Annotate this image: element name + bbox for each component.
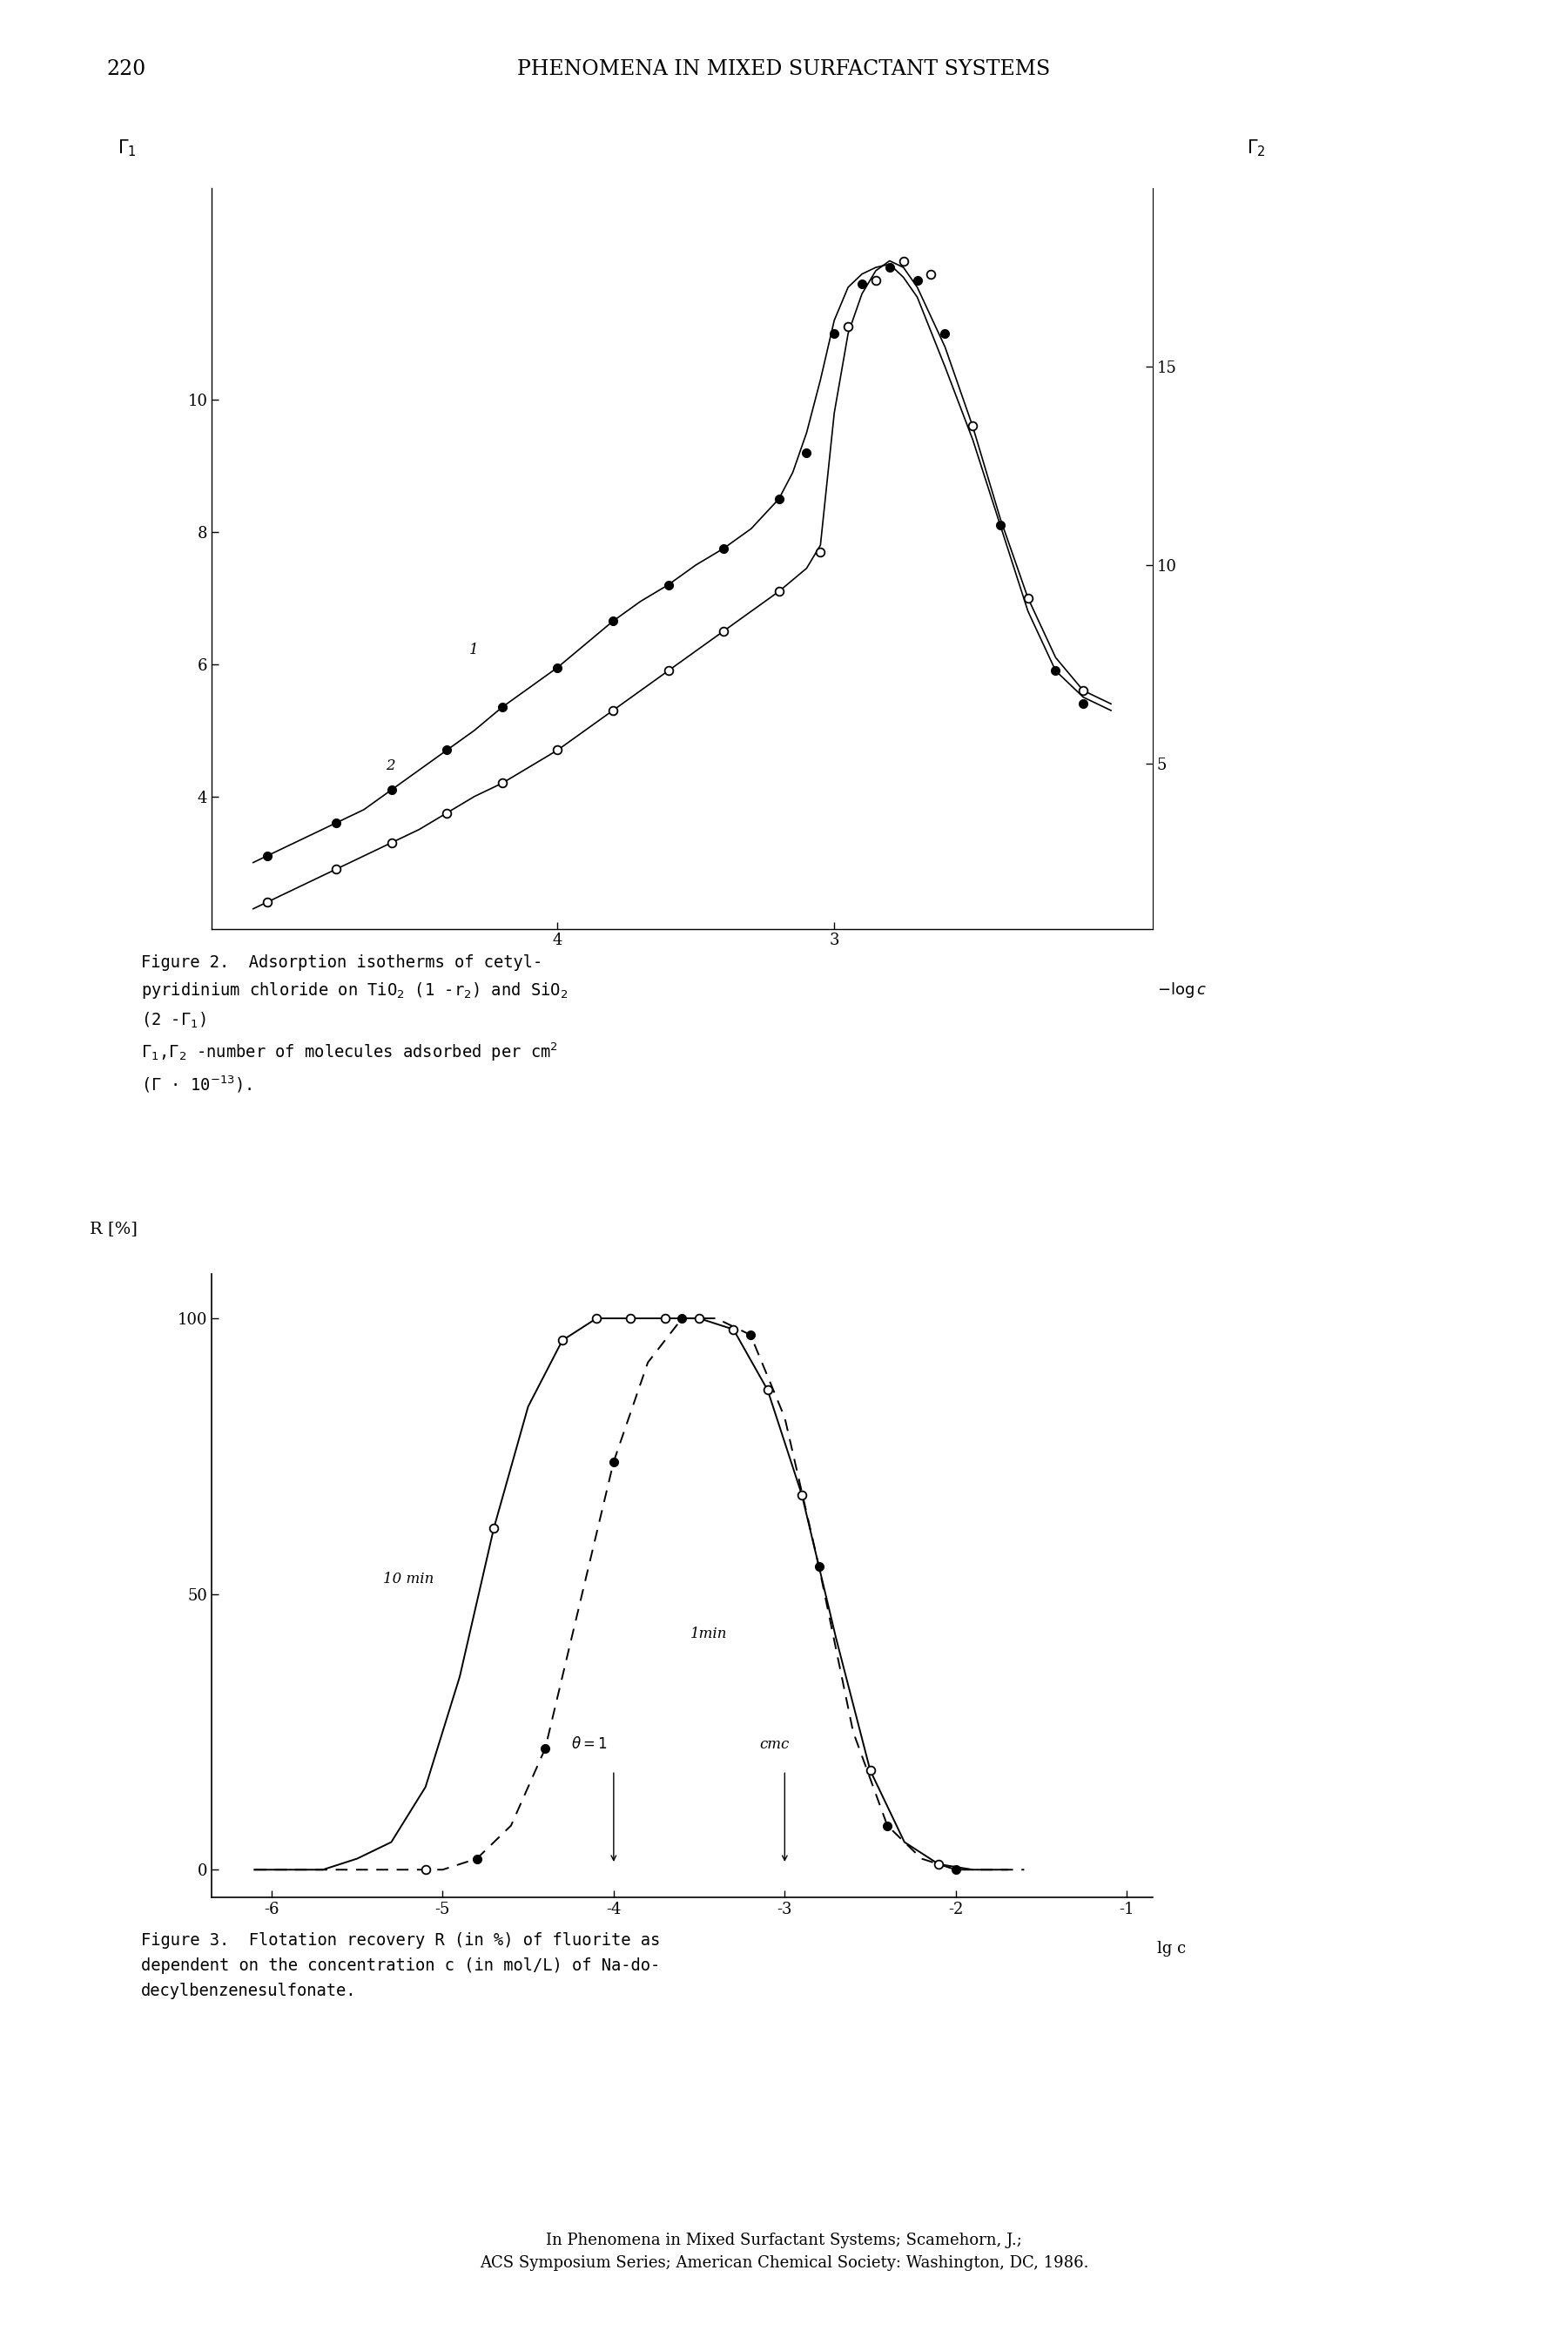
Text: 220: 220 xyxy=(107,59,146,80)
Text: cmc: cmc xyxy=(759,1737,789,1751)
Text: $\Gamma_1$: $\Gamma_1$ xyxy=(118,139,136,158)
Text: $\Gamma_2$: $\Gamma_2$ xyxy=(1247,139,1265,158)
Text: 2: 2 xyxy=(386,759,395,773)
Text: lg c: lg c xyxy=(1157,1942,1185,1956)
Text: Figure 3.  Flotation recovery R (in %) of fluorite as
dependent on the concentra: Figure 3. Flotation recovery R (in %) of… xyxy=(141,1933,660,1998)
Text: 1min: 1min xyxy=(690,1627,728,1641)
Text: Figure 2.  Adsorption isotherms of cetyl-
pyridinium chloride on TiO$_2$ (1 -r$_: Figure 2. Adsorption isotherms of cetyl-… xyxy=(141,955,568,1093)
Text: In Phenomena in Mixed Surfactant Systems; Scamehorn, J.;
ACS Symposium Series; A: In Phenomena in Mixed Surfactant Systems… xyxy=(480,2233,1088,2271)
Text: $\theta=1$: $\theta=1$ xyxy=(571,1735,607,1751)
Text: $-\log c$: $-\log c$ xyxy=(1157,980,1207,999)
Text: 10 min: 10 min xyxy=(383,1573,434,1587)
Text: 1: 1 xyxy=(469,642,478,658)
Text: PHENOMENA IN MIXED SURFACTANT SYSTEMS: PHENOMENA IN MIXED SURFACTANT SYSTEMS xyxy=(517,59,1051,80)
Text: R [%]: R [%] xyxy=(89,1220,136,1237)
